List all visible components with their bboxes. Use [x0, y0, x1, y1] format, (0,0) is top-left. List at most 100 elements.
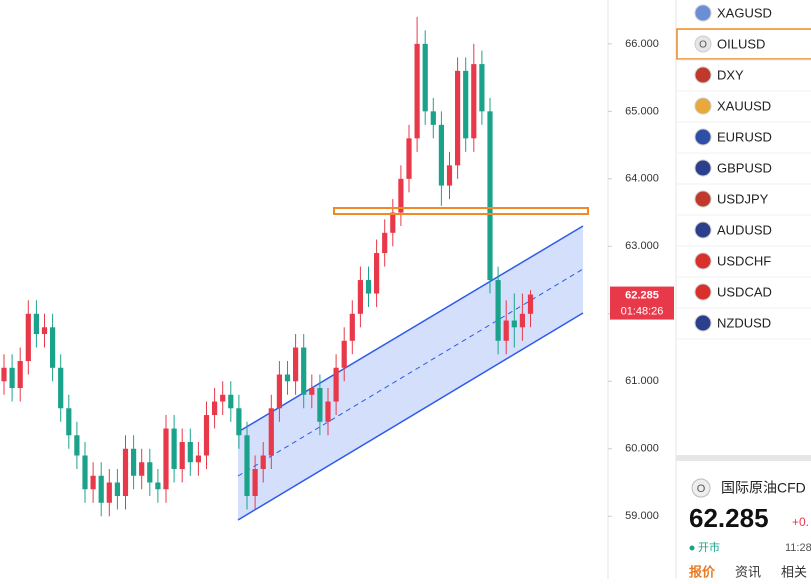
- candle-body: [236, 408, 242, 436]
- candle-body: [147, 462, 153, 483]
- symbol-icon: [694, 159, 712, 177]
- candle-body: [390, 212, 396, 233]
- candle-body: [276, 374, 282, 409]
- symbol: NZDUSD: [717, 315, 771, 330]
- candle-body: [471, 64, 477, 139]
- last-price-box: [610, 286, 674, 320]
- symbol-icon: [694, 314, 712, 332]
- candle-body: [349, 313, 355, 341]
- candle-body: [365, 280, 372, 294]
- symbol-icon: [694, 97, 712, 115]
- candle-body: [98, 475, 104, 503]
- candle-body: [438, 124, 444, 186]
- candle-body: [106, 482, 112, 503]
- candle-body: [17, 361, 23, 389]
- candle-body: [317, 388, 323, 422]
- candle-body: [187, 442, 193, 463]
- symbol-icon: [694, 252, 712, 270]
- candle-body: [374, 253, 380, 294]
- candle-body: [382, 232, 388, 254]
- symbol: AUDUSD: [717, 222, 772, 237]
- candle-body: [333, 367, 339, 402]
- candle-body: [66, 408, 72, 436]
- tab[interactable]: 相关: [781, 564, 807, 579]
- channel-top: [237, 225, 584, 433]
- candle-body: [122, 448, 129, 496]
- candle-body: [268, 408, 274, 456]
- last-price: 62.285: [625, 289, 659, 301]
- symbol-icon: [694, 66, 712, 84]
- y-tick-label: 59.000: [625, 510, 659, 522]
- symbol-icon: [694, 221, 712, 239]
- detail-icon: [691, 478, 711, 498]
- candle-body: [25, 313, 31, 362]
- candle-body: [90, 475, 96, 490]
- symbol: DXY: [717, 67, 744, 82]
- candle-body: [284, 374, 291, 382]
- candle-body: [228, 394, 234, 409]
- candle-body: [414, 43, 420, 139]
- candle-body: [114, 482, 120, 496]
- symbol: EURUSD: [717, 129, 772, 144]
- symbol: OILUSD: [717, 36, 765, 51]
- candle-body: [495, 280, 501, 341]
- candle-body: [422, 43, 428, 112]
- symbol: XAGUSD: [717, 5, 772, 20]
- candle-body: [82, 455, 88, 490]
- detail-change: +0.: [792, 515, 809, 529]
- candle-body: [74, 435, 80, 456]
- y-tick-label: 61.000: [625, 375, 659, 387]
- candle-body: [455, 70, 461, 166]
- y-tick-label: 66.000: [625, 38, 659, 50]
- candle-body: [58, 367, 64, 409]
- candle-body: [139, 462, 145, 476]
- symbol: XAUUSD: [717, 98, 771, 113]
- candle-body: [203, 415, 210, 456]
- symbol-icon: [694, 4, 712, 22]
- symbol-icon: [694, 190, 712, 208]
- tab[interactable]: 资讯: [735, 564, 761, 579]
- candle-body: [252, 469, 258, 496]
- candle-body: [357, 280, 363, 314]
- countdown: 01:48:26: [621, 305, 664, 317]
- y-tick-label: 63.000: [625, 240, 659, 252]
- candle-body: [155, 482, 161, 490]
- symbol: USDCHF: [717, 253, 771, 268]
- y-tick-label: 64.000: [625, 173, 659, 185]
- candle-body: [511, 320, 517, 328]
- candle-body: [446, 165, 453, 186]
- detail-status: 开市: [698, 540, 720, 554]
- detail-price: 62.285: [689, 503, 769, 533]
- symbol-icon-letter: O: [699, 40, 707, 51]
- resistance-zone: [333, 207, 589, 215]
- candle-body: [293, 347, 299, 382]
- selected-row[interactable]: [676, 28, 811, 60]
- candle-body: [1, 367, 7, 382]
- symbol-icon: [694, 35, 712, 53]
- candle-body: [220, 394, 226, 402]
- candle-body: [50, 327, 56, 368]
- candle-body: [325, 401, 331, 422]
- detail-icon-letter: O: [697, 483, 706, 495]
- candle-body: [309, 388, 315, 395]
- candle-body: [33, 313, 39, 335]
- detail-time: 11:28: [785, 542, 811, 554]
- candle-body: [244, 435, 250, 496]
- candle-body: [503, 320, 509, 341]
- status-dot: [689, 545, 695, 551]
- candle-body: [301, 347, 307, 395]
- candle-body: [171, 428, 177, 470]
- candle-body: [398, 178, 404, 213]
- tab[interactable]: 报价: [689, 564, 716, 579]
- symbol: USDCAD: [717, 284, 772, 299]
- candle-body: [527, 294, 534, 314]
- candle-body: [131, 448, 137, 476]
- candle-body: [212, 401, 218, 416]
- channel-mid: [237, 268, 584, 477]
- symbol: USDJPY: [717, 191, 769, 206]
- candle-body: [430, 111, 436, 125]
- y-tick-label: 65.000: [625, 105, 659, 117]
- candle-body: [341, 340, 347, 368]
- candle-body: [463, 70, 469, 139]
